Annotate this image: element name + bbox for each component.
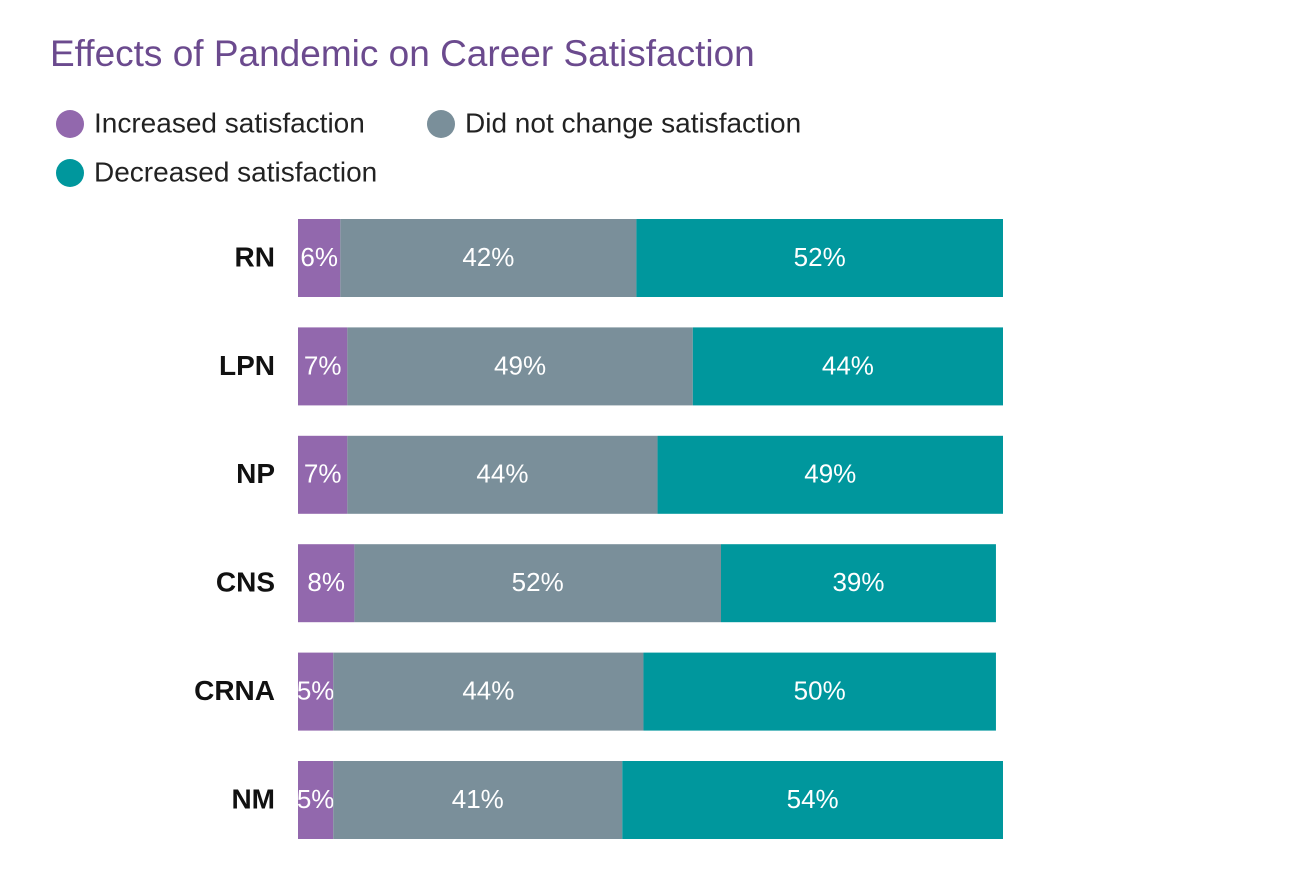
value-label: 54%	[787, 784, 839, 814]
value-label: 44%	[462, 675, 514, 705]
category-label: NM	[231, 783, 275, 814]
legend-marker	[427, 110, 455, 138]
value-label: 52%	[794, 242, 846, 272]
value-label: 6%	[300, 242, 338, 272]
value-label: 5%	[297, 784, 335, 814]
chart-title: Effects of Pandemic on Career Satisfacti…	[50, 33, 755, 74]
value-label: 49%	[804, 459, 856, 489]
bar-segment	[721, 544, 996, 623]
bar-segment	[347, 327, 693, 406]
bar-segment	[298, 544, 355, 623]
value-label: 49%	[494, 350, 546, 380]
bar-segment	[333, 652, 644, 731]
value-label: 50%	[794, 675, 846, 705]
bar-segment	[298, 435, 348, 514]
legend-marker	[56, 159, 84, 187]
value-label: 41%	[452, 784, 504, 814]
value-label: 8%	[307, 567, 345, 597]
category-label: RN	[235, 241, 275, 272]
value-label: 42%	[462, 242, 514, 272]
category-label: CRNA	[194, 675, 275, 706]
legend-label: Did not change satisfaction	[465, 107, 801, 138]
bar-segment	[636, 219, 1003, 297]
bar-segment	[643, 652, 996, 731]
bar-segment	[298, 761, 334, 839]
bar-segment	[298, 652, 334, 731]
bar-segment	[354, 544, 721, 623]
bar-segment	[340, 219, 637, 297]
value-label: 39%	[832, 567, 884, 597]
value-label: 44%	[822, 350, 874, 380]
value-label: 7%	[304, 350, 342, 380]
value-label: 7%	[304, 459, 342, 489]
bar-segment	[692, 327, 1003, 406]
bar-segment	[347, 435, 658, 514]
legend-label: Increased satisfaction	[94, 107, 365, 138]
legend-marker	[56, 110, 84, 138]
category-label: LPN	[219, 350, 275, 381]
value-label: 5%	[297, 675, 335, 705]
bar-segment	[657, 435, 1003, 514]
bar-segment	[298, 219, 341, 297]
category-label: CNS	[216, 567, 275, 598]
legend-label: Decreased satisfaction	[94, 156, 377, 187]
value-label: 44%	[476, 459, 528, 489]
bar-segment	[622, 761, 1003, 839]
bar-segment	[298, 327, 348, 406]
category-label: NP	[236, 458, 275, 489]
value-label: 52%	[512, 567, 564, 597]
bar-segment	[333, 761, 623, 839]
